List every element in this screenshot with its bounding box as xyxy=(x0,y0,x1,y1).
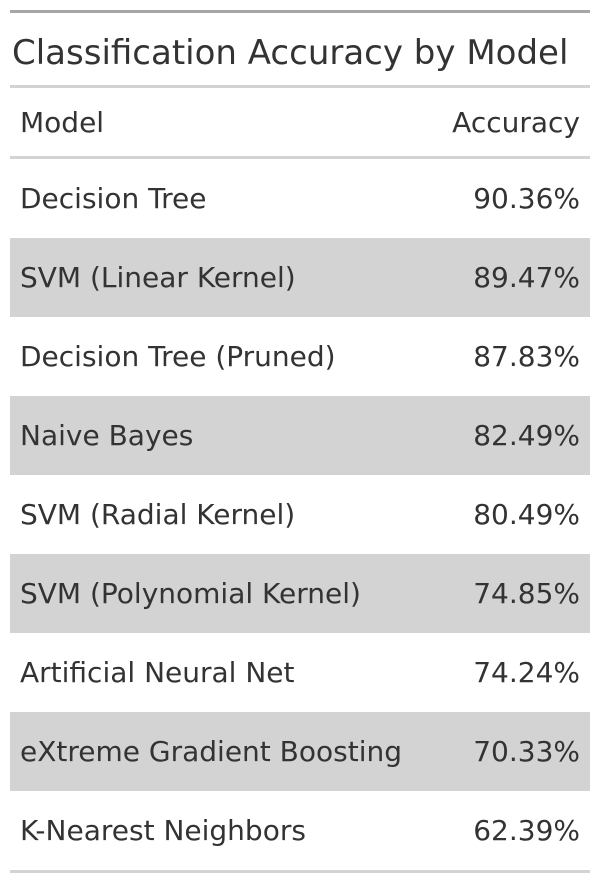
table-row: SVM (Linear Kernel) 89.47% xyxy=(10,238,590,317)
accuracy-cell: 89.47% xyxy=(473,261,580,294)
accuracy-cell: 70.33% xyxy=(473,735,580,768)
table-row: Decision Tree 90.36% xyxy=(10,159,590,238)
table-header: Model Accuracy xyxy=(10,88,590,159)
model-cell: eXtreme Gradient Boosting xyxy=(20,735,403,768)
model-cell: K-Nearest Neighbors xyxy=(20,814,306,847)
model-cell: SVM (Radial Kernel) xyxy=(20,498,296,531)
accuracy-cell: 80.49% xyxy=(473,498,580,531)
model-cell: Decision Tree xyxy=(20,182,207,215)
model-cell: SVM (Polynomial Kernel) xyxy=(20,577,361,610)
table-bottom-rule xyxy=(10,870,590,873)
model-cell: Decision Tree (Pruned) xyxy=(20,340,336,373)
column-header-accuracy: Accuracy xyxy=(452,105,580,139)
table-row: eXtreme Gradient Boosting 70.33% xyxy=(10,712,590,791)
accuracy-cell: 62.39% xyxy=(473,814,580,847)
accuracy-cell: 90.36% xyxy=(473,182,580,215)
model-cell: Naive Bayes xyxy=(20,419,194,452)
accuracy-cell: 74.24% xyxy=(473,656,580,689)
accuracy-cell: 87.83% xyxy=(473,340,580,373)
table-row: SVM (Polynomial Kernel) 74.85% xyxy=(10,554,590,633)
table-row: K-Nearest Neighbors 62.39% xyxy=(10,791,590,870)
table-title: Classification Accuracy by Model xyxy=(10,13,590,88)
model-cell: Artificial Neural Net xyxy=(20,656,295,689)
table-body: Decision Tree 90.36% SVM (Linear Kernel) 89… xyxy=(10,159,590,870)
table-row: Naive Bayes 82.49% xyxy=(10,396,590,475)
model-cell: SVM (Linear Kernel) xyxy=(20,261,296,294)
column-header-model: Model xyxy=(20,105,105,139)
table-row: Artificial Neural Net 74.24% xyxy=(10,633,590,712)
table-row: SVM (Radial Kernel) 80.49% xyxy=(10,475,590,554)
accuracy-cell: 74.85% xyxy=(473,577,580,610)
accuracy-table: Classification Accuracy by Model Model A… xyxy=(10,10,590,873)
accuracy-cell: 82.49% xyxy=(473,419,580,452)
table-row: Decision Tree (Pruned) 87.83% xyxy=(10,317,590,396)
